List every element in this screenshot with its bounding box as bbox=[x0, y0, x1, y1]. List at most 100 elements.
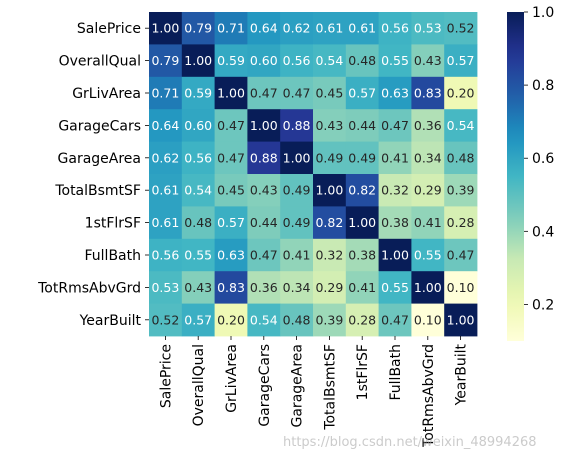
heatmap-cell-value: 0.54 bbox=[184, 183, 212, 198]
heatmap-cell-value: 0.83 bbox=[414, 86, 442, 101]
heatmap-cell bbox=[149, 303, 183, 337]
heatmap-cell-value: 0.64 bbox=[151, 118, 179, 133]
heatmap-cell bbox=[280, 174, 314, 207]
heatmap-cell-value: 0.61 bbox=[315, 21, 343, 36]
heatmap-cell-value: 0.28 bbox=[447, 215, 475, 230]
heatmap-cell bbox=[444, 44, 478, 78]
heatmap-cell-value: 1.00 bbox=[381, 248, 409, 263]
heatmap-cell bbox=[411, 109, 445, 142]
heatmap-cell bbox=[313, 238, 347, 272]
heatmap-cell-value: 0.29 bbox=[414, 183, 442, 198]
heatmap-cell bbox=[280, 141, 314, 175]
heatmap-cell-value: 0.56 bbox=[283, 53, 311, 68]
heatmap-cell-value: 1.00 bbox=[348, 215, 376, 230]
heatmap-cell bbox=[149, 174, 183, 207]
y-tick-label: 1stFlrSF bbox=[85, 216, 141, 232]
heatmap-cell-value: 0.56 bbox=[151, 248, 179, 263]
heatmap-cell bbox=[345, 109, 379, 142]
heatmap-cell bbox=[444, 271, 478, 304]
heatmap-cell-value: 0.61 bbox=[348, 21, 376, 36]
heatmap-cell bbox=[378, 174, 412, 207]
heatmap-cell bbox=[444, 174, 478, 207]
colorbar-tick-label: 0.6 bbox=[532, 151, 554, 167]
heatmap-cell-value: 0.43 bbox=[315, 118, 343, 133]
y-axis-tick-labels: SalePrice OverallQual GrLivArea GarageCars G… bbox=[37, 21, 149, 329]
heatmap-cell-value: 0.41 bbox=[348, 280, 376, 295]
heatmap-cell-value: 0.43 bbox=[184, 280, 212, 295]
heatmap-cell bbox=[378, 238, 412, 272]
y-tick-label: GarageArea bbox=[58, 151, 141, 167]
heatmap-cell-value: 0.83 bbox=[217, 280, 245, 295]
heatmap-cell-value: 0.48 bbox=[283, 312, 311, 327]
heatmap-cell bbox=[214, 76, 248, 110]
heatmap-cell-value: 0.71 bbox=[217, 21, 245, 36]
y-tick-label: GarageCars bbox=[58, 118, 141, 134]
heatmap-cell bbox=[214, 141, 248, 175]
x-tick-label: SalePrice bbox=[158, 344, 174, 408]
heatmap-cell-value: 0.45 bbox=[315, 86, 343, 101]
heatmap-cell-value: 0.28 bbox=[348, 312, 376, 327]
heatmap-cell bbox=[247, 44, 281, 78]
heatmap-cell-value: 0.29 bbox=[315, 280, 343, 295]
heatmap-cell bbox=[411, 206, 445, 240]
heatmap-cell-value: 0.79 bbox=[151, 53, 179, 68]
x-tick-label: GarageArea bbox=[290, 344, 306, 427]
heatmap-cell-value: 0.43 bbox=[414, 53, 442, 68]
heatmap-cell-value: 1.00 bbox=[315, 183, 343, 198]
heatmap-cell bbox=[313, 12, 347, 45]
heatmap-cell-value: 0.88 bbox=[250, 150, 278, 165]
heatmap-cell-value: 0.38 bbox=[381, 215, 409, 230]
colorbar-tick-label: 0.8 bbox=[532, 78, 554, 94]
heatmap-cell bbox=[181, 271, 215, 304]
heatmap-cell-value: 1.00 bbox=[250, 118, 278, 133]
heatmap-cell-value: 0.56 bbox=[184, 150, 212, 165]
x-tick-label: GrLivArea bbox=[224, 344, 240, 413]
heatmap-cell-value: 1.00 bbox=[151, 21, 179, 36]
heatmap-cell-value: 0.62 bbox=[283, 21, 311, 36]
heatmap-cell-value: 0.39 bbox=[315, 312, 343, 327]
heatmap-cell bbox=[181, 303, 215, 337]
heatmap-cell-value: 0.36 bbox=[414, 118, 442, 133]
heatmap-cell-value: 0.88 bbox=[283, 118, 311, 133]
heatmap-cell bbox=[444, 303, 478, 337]
y-tick-label: TotRmsAbvGrd bbox=[37, 280, 141, 296]
heatmap-cell bbox=[214, 238, 248, 272]
heatmap-cell-value: 0.45 bbox=[217, 183, 245, 198]
heatmap-cell bbox=[149, 238, 183, 272]
heatmap-cell bbox=[313, 109, 347, 142]
heatmap-cells bbox=[149, 12, 478, 337]
y-tick-label: TotalBsmtSF bbox=[54, 183, 141, 199]
heatmap-cell bbox=[247, 76, 281, 110]
heatmap-cell-value: 0.49 bbox=[348, 150, 376, 165]
y-tick-label: FullBath bbox=[85, 248, 142, 264]
heatmap-cell bbox=[149, 271, 183, 304]
heatmap-cell bbox=[411, 12, 445, 45]
y-tick-label: YearBuilt bbox=[79, 313, 142, 329]
heatmap-cell-value: 0.82 bbox=[315, 215, 343, 230]
x-tick-label: GarageCars bbox=[257, 344, 273, 427]
heatmap-cell-value: 0.36 bbox=[250, 280, 278, 295]
heatmap-cell bbox=[247, 12, 281, 45]
heatmap-cell bbox=[149, 76, 183, 110]
heatmap-cell bbox=[214, 303, 248, 337]
heatmap-cell-value: 0.82 bbox=[348, 183, 376, 198]
x-tick-label: OverallQual bbox=[191, 344, 207, 426]
heatmap-cell-value: 1.00 bbox=[217, 86, 245, 101]
heatmap-cell bbox=[378, 12, 412, 45]
y-tick-label: GrLivArea bbox=[72, 86, 141, 102]
heatmap-cell-value: 0.39 bbox=[447, 183, 475, 198]
heatmap-cell-value: 1.00 bbox=[447, 312, 475, 327]
heatmap-cell-value: 0.20 bbox=[217, 312, 245, 327]
heatmap-cell-value: 0.53 bbox=[151, 280, 179, 295]
x-tick-label: 1stFlrSF bbox=[355, 344, 371, 400]
heatmap-cell bbox=[247, 174, 281, 207]
heatmap-cell-value: 0.63 bbox=[381, 86, 409, 101]
heatmap-cell bbox=[444, 12, 478, 45]
heatmap-cell bbox=[313, 174, 347, 207]
heatmap-cell bbox=[214, 174, 248, 207]
heatmap-cell bbox=[181, 12, 215, 45]
heatmap-cell-value: 0.47 bbox=[283, 86, 311, 101]
colorbar-tick-label: 0.4 bbox=[532, 224, 554, 240]
heatmap-cell bbox=[411, 76, 445, 110]
